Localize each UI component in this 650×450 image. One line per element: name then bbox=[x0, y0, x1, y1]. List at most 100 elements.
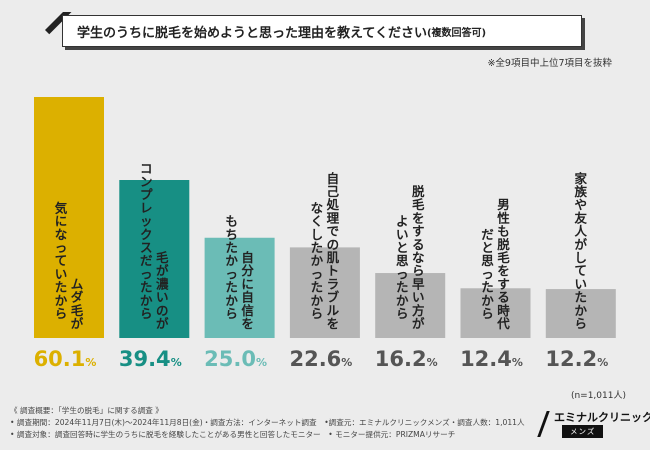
svg-text:ら: ら bbox=[140, 306, 153, 321]
footer-line-1: 《 調査概要：「学生の脱毛」に関する調査 》 bbox=[10, 406, 163, 415]
svg-text:ン: ン bbox=[140, 174, 153, 189]
svg-text:毛: 毛 bbox=[412, 197, 425, 212]
svg-text:ダ: ダ bbox=[71, 290, 84, 305]
svg-text:ち: ち bbox=[225, 227, 238, 242]
svg-text:己: 己 bbox=[327, 184, 340, 199]
svg-text:た: た bbox=[396, 280, 409, 295]
svg-text:毛: 毛 bbox=[71, 303, 84, 318]
svg-text:と: と bbox=[396, 240, 409, 255]
svg-text:か: か bbox=[575, 303, 588, 318]
svg-text:を: を bbox=[327, 316, 340, 331]
svg-text:し: し bbox=[311, 227, 324, 242]
bar-4 bbox=[289, 247, 360, 338]
svg-text:ル: ル bbox=[327, 303, 340, 318]
svg-text:レ: レ bbox=[140, 200, 153, 215]
svg-text:の: の bbox=[327, 237, 340, 252]
svg-text:ト: ト bbox=[327, 263, 340, 278]
sample-size: (n=1,011人) bbox=[570, 391, 626, 401]
svg-text:家: 家 bbox=[575, 171, 588, 186]
svg-text:時: 時 bbox=[497, 303, 510, 318]
title-note: (複数回答可) bbox=[426, 27, 487, 39]
svg-text:た: た bbox=[225, 240, 238, 255]
svg-text:し: し bbox=[575, 250, 588, 265]
svg-text:か: か bbox=[55, 293, 68, 308]
svg-text:っ: っ bbox=[140, 266, 153, 281]
svg-text:ら: ら bbox=[481, 306, 494, 321]
svg-text:す: す bbox=[412, 224, 425, 239]
svg-text:か: か bbox=[225, 253, 238, 268]
svg-text:が: が bbox=[575, 237, 588, 252]
svg-text:理: 理 bbox=[327, 210, 340, 225]
svg-text:処: 処 bbox=[326, 197, 340, 212]
value-label-2: 39.4% bbox=[119, 347, 182, 371]
svg-text:よ: よ bbox=[396, 214, 409, 229]
svg-text:分: 分 bbox=[241, 263, 254, 278]
svg-text:思: 思 bbox=[396, 253, 409, 268]
svg-text:自: 自 bbox=[241, 290, 254, 305]
bar-2 bbox=[119, 180, 190, 338]
svg-text:も: も bbox=[225, 214, 238, 229]
svg-text:と: と bbox=[481, 240, 494, 255]
svg-text:方: 方 bbox=[412, 303, 425, 318]
brand-logo: エミナルクリニック メンズ bbox=[532, 408, 650, 440]
svg-text:た: た bbox=[140, 280, 153, 295]
value-label-5: 16.2% bbox=[375, 347, 438, 371]
svg-text:た: た bbox=[481, 280, 494, 295]
svg-text:い: い bbox=[575, 276, 588, 291]
svg-text:に: に bbox=[55, 214, 68, 229]
svg-text:コ: コ bbox=[140, 161, 153, 176]
svg-text:い: い bbox=[156, 290, 169, 305]
svg-text:を: を bbox=[241, 316, 254, 331]
svg-text:っ: っ bbox=[396, 266, 409, 281]
svg-text:ブ: ブ bbox=[327, 290, 340, 305]
logo-mark-icon bbox=[536, 411, 550, 437]
svg-text:が: が bbox=[156, 316, 169, 331]
svg-text:ラ: ラ bbox=[327, 276, 340, 291]
svg-text:ム: ム bbox=[71, 276, 84, 291]
svg-text:っ: っ bbox=[311, 266, 324, 281]
svg-text:が: が bbox=[412, 316, 425, 331]
bar-3 bbox=[204, 237, 275, 338]
svg-text:ら: ら bbox=[225, 306, 238, 321]
footer-line-2: • 調査期間：2024年11月7日(木)～2024年11月8日(金)・調査方法：… bbox=[10, 418, 525, 427]
svg-text:か: か bbox=[481, 293, 494, 308]
svg-text:脱: 脱 bbox=[497, 237, 510, 252]
svg-text:性: 性 bbox=[496, 210, 510, 225]
value-label-7: 12.2% bbox=[545, 347, 608, 371]
svg-text:っ: っ bbox=[481, 266, 494, 281]
svg-text:を: を bbox=[412, 210, 425, 225]
svg-text:い: い bbox=[396, 227, 409, 242]
svg-text:ス: ス bbox=[140, 240, 153, 255]
svg-text:毛: 毛 bbox=[156, 250, 169, 265]
svg-text:く: く bbox=[311, 214, 324, 229]
svg-text:て: て bbox=[55, 253, 68, 268]
svg-text:友: 友 bbox=[574, 210, 588, 225]
svg-text:ッ: ッ bbox=[140, 214, 153, 229]
svg-text:ら: ら bbox=[575, 316, 588, 331]
svg-text:ク: ク bbox=[140, 227, 153, 242]
value-label-6: 12.4% bbox=[460, 347, 523, 371]
survey-footer: 《 調査概要：「学生の脱毛」に関する調査 》 • 調査期間：2024年11月7日… bbox=[10, 405, 525, 441]
svg-text:い: い bbox=[55, 266, 68, 281]
bar-1 bbox=[34, 97, 104, 338]
logo-name: エミナルクリニック bbox=[554, 411, 650, 424]
bar-6 bbox=[460, 288, 531, 338]
svg-text:男: 男 bbox=[497, 197, 510, 212]
svg-text:も: も bbox=[497, 224, 510, 239]
svg-text:か: か bbox=[396, 293, 409, 308]
svg-text:な: な bbox=[412, 250, 425, 265]
value-label-1: 60.1% bbox=[34, 347, 97, 371]
bar-7 bbox=[545, 289, 616, 338]
svg-text:っ: っ bbox=[225, 266, 238, 281]
svg-text:な: な bbox=[311, 200, 324, 215]
svg-text:族: 族 bbox=[575, 184, 588, 199]
